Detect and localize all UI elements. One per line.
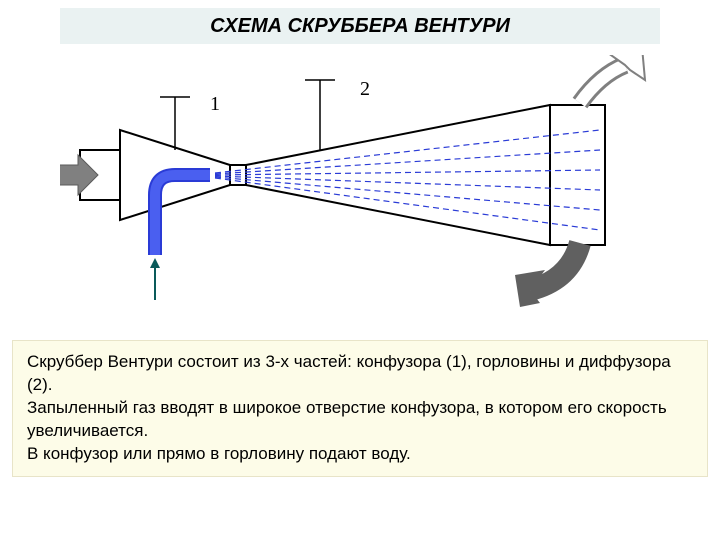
caption-line-3: В конфузор или прямо в горловину подают … — [27, 443, 693, 466]
caption-line-2: Запыленный газ вводят в широкое отверсти… — [27, 397, 693, 443]
label-1-text: 1 — [210, 93, 220, 115]
diffuser-shape — [246, 105, 550, 245]
page-title: СХЕМА СКРУББЕРА ВЕНТУРИ — [210, 15, 510, 38]
water-pipe-icon — [155, 175, 210, 255]
gas-exit-up-arrow — [580, 55, 645, 103]
title-bar: СХЕМА СКРУББЕРА ВЕНТУРИ — [60, 8, 660, 44]
caption-line-1: Скруббер Вентури состоит из 3-х частей: … — [27, 351, 693, 397]
venturi-diagram: 1 2 — [60, 55, 680, 315]
water-supply-arrow-head — [150, 258, 160, 268]
sludge-exit-down-arrow — [515, 243, 580, 307]
inlet-gas-arrow — [60, 155, 98, 195]
spray-lines — [215, 130, 600, 230]
caption-box: Скруббер Вентури состоит из 3-х частей: … — [12, 340, 708, 477]
outlet-box — [550, 105, 605, 245]
label-2-text: 2 — [360, 78, 370, 100]
